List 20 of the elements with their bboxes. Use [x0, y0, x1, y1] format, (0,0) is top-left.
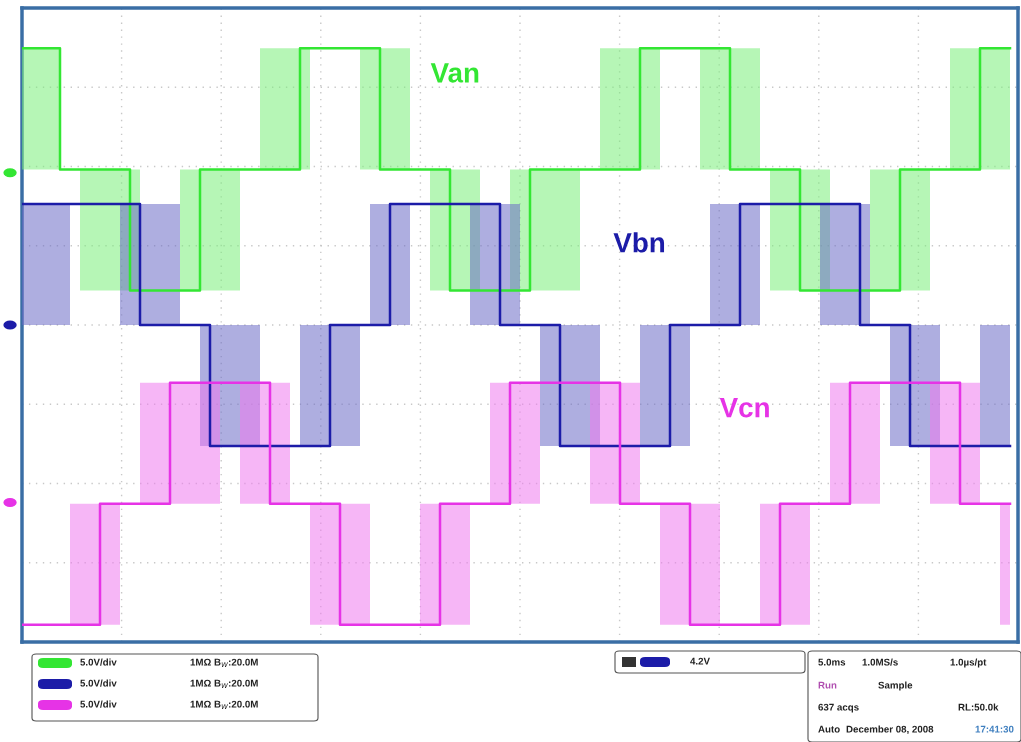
text: Auto [818, 725, 840, 733]
text: 1MΩ B$_{W}$:20.0M [190, 700, 258, 710]
text: 17:41:30 [975, 725, 1014, 733]
text: 1MΩ B$_{W}$:20.0M [190, 658, 258, 668]
text: 5.0V/div [80, 700, 117, 708]
text: Sample [878, 681, 913, 691]
text: 5.0V/div [80, 658, 117, 666]
text: December 08, 2008 [846, 725, 934, 735]
text: 1MΩ B$_{W}$:20.0M [190, 679, 258, 689]
text: 1.0MS/s [862, 658, 898, 666]
text: 1.0µs/pt [950, 658, 987, 668]
series-label: Van [430, 63, 479, 83]
text: Vbn [613, 232, 665, 253]
text: 5.0V/div [80, 679, 117, 687]
text: Run [818, 681, 837, 689]
text: 637 acqs [818, 703, 859, 713]
text: RL:50.0k [958, 703, 999, 711]
text: 4.2V [690, 657, 710, 665]
text: Vcn [719, 398, 769, 418]
text: 5.0ms [818, 658, 846, 666]
